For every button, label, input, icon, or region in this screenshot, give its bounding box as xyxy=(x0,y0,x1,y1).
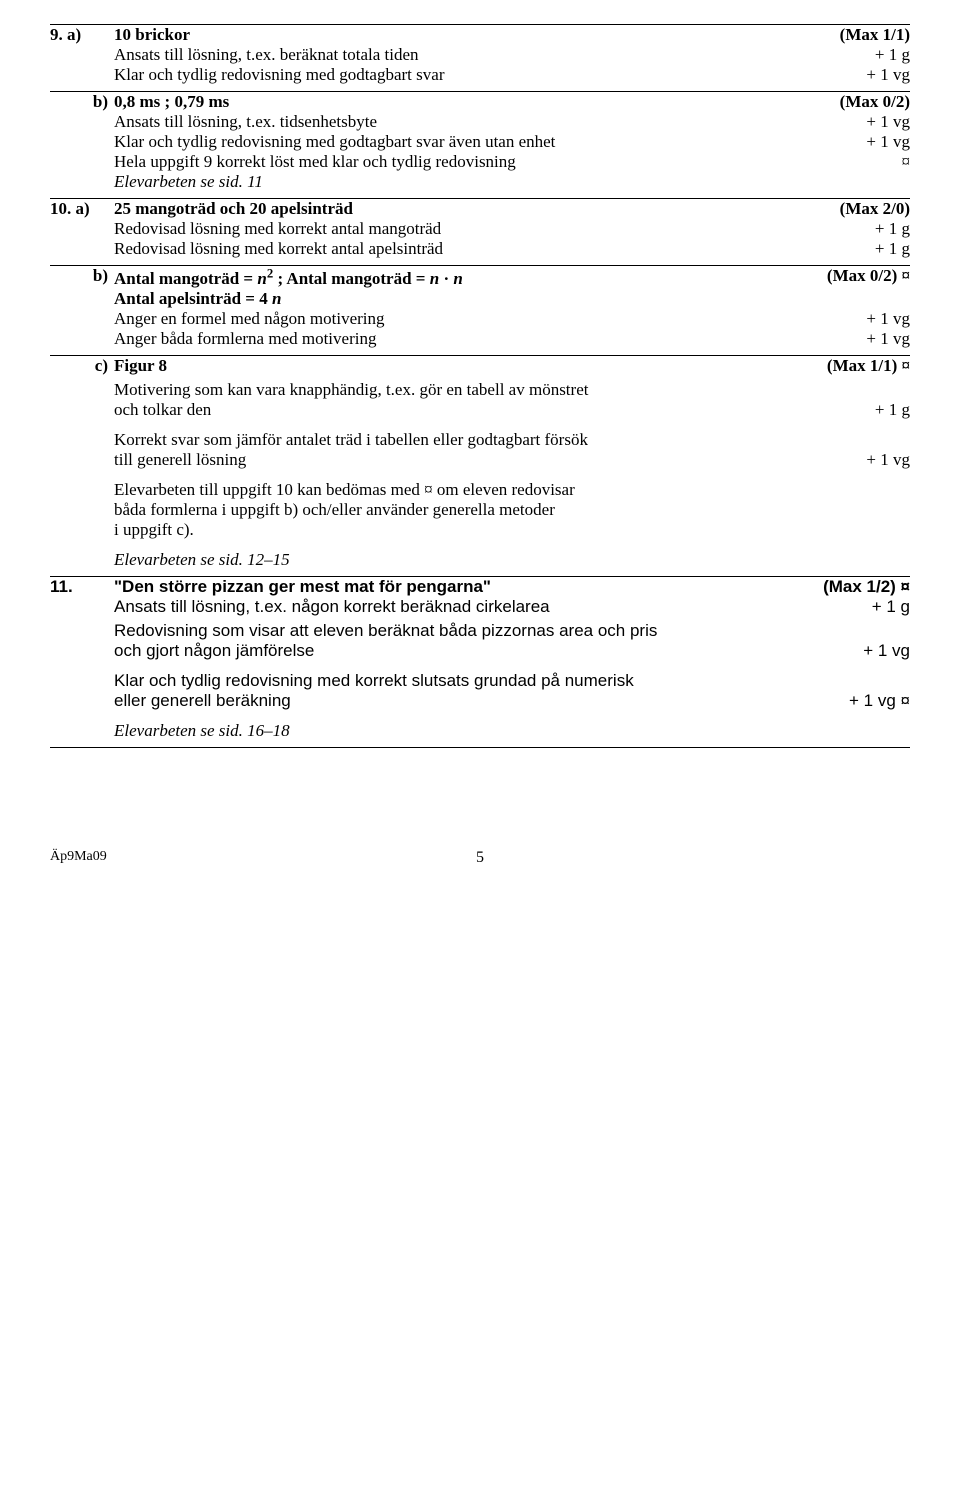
q10c-title: Figur 8 xyxy=(114,356,167,375)
q10b-l1-pts: + 1 vg xyxy=(866,309,910,328)
scoring-table: 9. a) 10 brickor (Max 1/1) Ansats till l… xyxy=(50,24,910,749)
q10b-title-pts: (Max 0/2) ¤ xyxy=(827,266,910,285)
q10c-num: c) xyxy=(95,356,108,375)
q10b-l1: Anger en formel med någon motivering xyxy=(114,309,385,328)
q10b-sub-pre: Antal apelsinträd = 4 xyxy=(114,289,272,308)
q9a-l2-pts: + 1 vg xyxy=(866,65,910,84)
q9b-l3: Hela uppgift 9 korrekt löst med klar och… xyxy=(114,152,516,171)
q10c-title-pts: (Max 1/1) ¤ xyxy=(827,356,910,375)
q11-l3-pts: + 1 vg ¤ xyxy=(849,691,910,710)
q10b-t-pre: Antal mangoträd = xyxy=(114,269,257,288)
q10a-l1: Redovisad lösning med korrekt antal mang… xyxy=(114,219,441,238)
q10b-l2-pts: + 1 vg xyxy=(866,329,910,348)
q10a-l2: Redovisad lösning med korrekt antal apel… xyxy=(114,239,443,258)
q11-l2a: Redovisning som visar att eleven beräkna… xyxy=(114,621,657,640)
q9b-l3-pts: ¤ xyxy=(902,152,911,171)
q11-l3b: eller generell beräkning xyxy=(114,691,291,710)
q10a-title: 25 mangoträd och 20 apelsinträd xyxy=(114,199,353,218)
q9a-l2: Klar och tydlig redovisning med godtagba… xyxy=(114,65,444,84)
q10b-sub-n: n xyxy=(272,289,281,308)
q10b-title: Antal mangoträd = n2 ; Antal mangoträd =… xyxy=(114,269,463,288)
q10b-t-dot: · xyxy=(439,269,453,288)
q9a-title-pts: (Max 1/1) xyxy=(840,25,910,44)
q9a-l1: Ansats till lösning, t.ex. beräknat tota… xyxy=(114,45,419,64)
q11-l1-pts: + 1 g xyxy=(872,597,910,616)
q9b-title-pts: (Max 0/2) xyxy=(840,92,910,111)
q10b-t-n3: n xyxy=(453,269,462,288)
q9a-l1-pts: + 1 g xyxy=(875,45,910,64)
q9b-l1: Ansats till lösning, t.ex. tidsenhetsbyt… xyxy=(114,112,377,131)
q10c-ref: Elevarbeten se sid. 12–15 xyxy=(114,550,290,569)
q10b-l2: Anger båda formlerna med motivering xyxy=(114,329,376,348)
q9b-l2-pts: + 1 vg xyxy=(866,132,910,151)
footer-page: 5 xyxy=(476,849,484,867)
q11-title-pts: (Max 1/2) ¤ xyxy=(823,577,910,596)
q11-l2b: och gjort någon jämförelse xyxy=(114,641,314,660)
footer-left: Äp9Ma09 xyxy=(50,849,107,865)
q11-num: 11. xyxy=(50,577,73,596)
q11-ref: Elevarbeten se sid. 16–18 xyxy=(114,721,290,740)
q10b-t-mid: ; Antal mangoträd = xyxy=(273,269,430,288)
q11-l2-pts: + 1 vg xyxy=(863,641,910,660)
q10c-l3b: båda formlerna i uppgift b) och/eller an… xyxy=(114,500,555,519)
q10a-num: 10. a) xyxy=(50,199,90,218)
q10a-l2-pts: + 1 g xyxy=(875,239,910,258)
q9a-title: 10 brickor xyxy=(114,25,190,44)
q10b-sub: Antal apelsinträd = 4 n xyxy=(114,289,281,308)
q10c-l2a: Korrekt svar som jämför antalet träd i t… xyxy=(114,430,588,449)
q10c-l3a: Elevarbeten till uppgift 10 kan bedömas … xyxy=(114,480,575,499)
q10b-t-n2: n xyxy=(430,269,439,288)
q10c-l1b: och tolkar den xyxy=(114,400,211,419)
q9b-num: b) xyxy=(93,92,108,111)
q9b-title: 0,8 ms ; 0,79 ms xyxy=(114,92,229,111)
q11-l1: Ansats till lösning, t.ex. någon korrekt… xyxy=(114,597,550,616)
q9b-ref: Elevarbeten se sid. 11 xyxy=(114,172,263,191)
q10b-t-n: n xyxy=(257,269,266,288)
q10c-l2b: till generell lösning xyxy=(114,450,246,469)
q10c-l2-pts: + 1 vg xyxy=(866,450,910,469)
q10a-title-pts: (Max 2/0) xyxy=(840,199,910,218)
q10b-num: b) xyxy=(93,266,108,285)
q11-l3a: Klar och tydlig redovisning med korrekt … xyxy=(114,671,634,690)
q9b-l1-pts: + 1 vg xyxy=(866,112,910,131)
q10a-l1-pts: + 1 g xyxy=(875,219,910,238)
q10c-l1a: Motivering som kan vara knapphändig, t.e… xyxy=(114,380,588,399)
q10c-l3c: i uppgift c). xyxy=(114,520,194,539)
footer: Äp9Ma09 5 xyxy=(50,849,910,865)
page: 9. a) 10 brickor (Max 1/1) Ansats till l… xyxy=(0,0,960,895)
q10c-l1-pts: + 1 g xyxy=(875,400,910,419)
q9a-num: 9. a) xyxy=(50,25,81,44)
q9b-l2: Klar och tydlig redovisning med godtagba… xyxy=(114,132,555,151)
q11-title: "Den större pizzan ger mest mat för peng… xyxy=(114,577,491,596)
